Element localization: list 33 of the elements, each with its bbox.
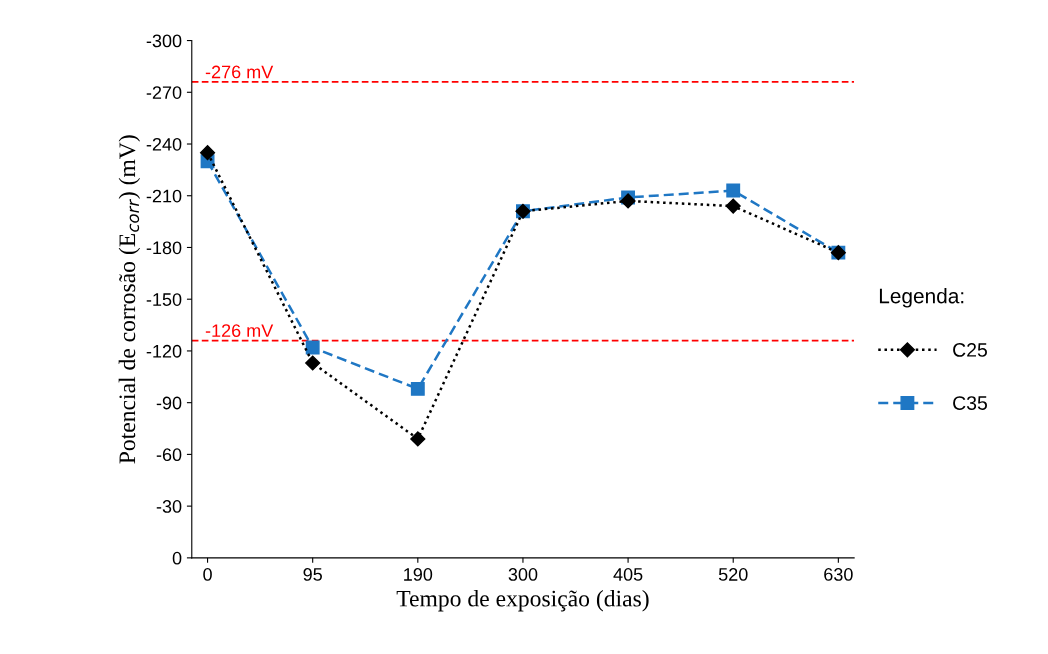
y-tick-label: -300: [146, 34, 182, 48]
y-tick-label: -210: [146, 189, 182, 203]
x-tick-label: 630: [824, 568, 853, 581]
x-tick-label: 0: [203, 568, 212, 581]
point: [725, 198, 741, 214]
legend-label: C35: [953, 396, 987, 410]
legend-title: Legenda:: [879, 288, 964, 308]
x-tick-label: 405: [613, 568, 643, 581]
x-tick-label: 95: [303, 568, 322, 581]
ref-line-label: -126 mV: [205, 324, 274, 338]
y-tick-label: -240: [146, 137, 182, 151]
y-tick-label: -90: [156, 396, 182, 410]
x-tick-label: 520: [718, 568, 748, 581]
x-tick-label: 190: [404, 568, 433, 581]
x-tick-label: 300: [508, 568, 538, 581]
point: [726, 183, 741, 198]
point: [410, 431, 426, 447]
point: [620, 193, 636, 209]
y-tick-label: -180: [146, 241, 182, 255]
y-axis-title: Potencial de corrosão (E$_{corr}$) (mV): [118, 135, 141, 464]
point: [305, 340, 320, 355]
y-tick-label: -60: [156, 448, 182, 462]
point: [410, 381, 425, 396]
y-tick-label: -120: [146, 344, 182, 358]
x-axis-title: Tempo de exposição (dias): [396, 589, 649, 612]
y-tick-label: -150: [146, 293, 182, 306]
legend-label: C25: [953, 343, 987, 357]
y-tick-label: 0: [172, 551, 182, 565]
point: [199, 145, 216, 161]
ref-line-label: -276 mV: [205, 65, 274, 79]
point: [305, 355, 321, 371]
y-tick-label: -270: [146, 86, 182, 99]
y-tick-label: -30: [156, 500, 182, 513]
